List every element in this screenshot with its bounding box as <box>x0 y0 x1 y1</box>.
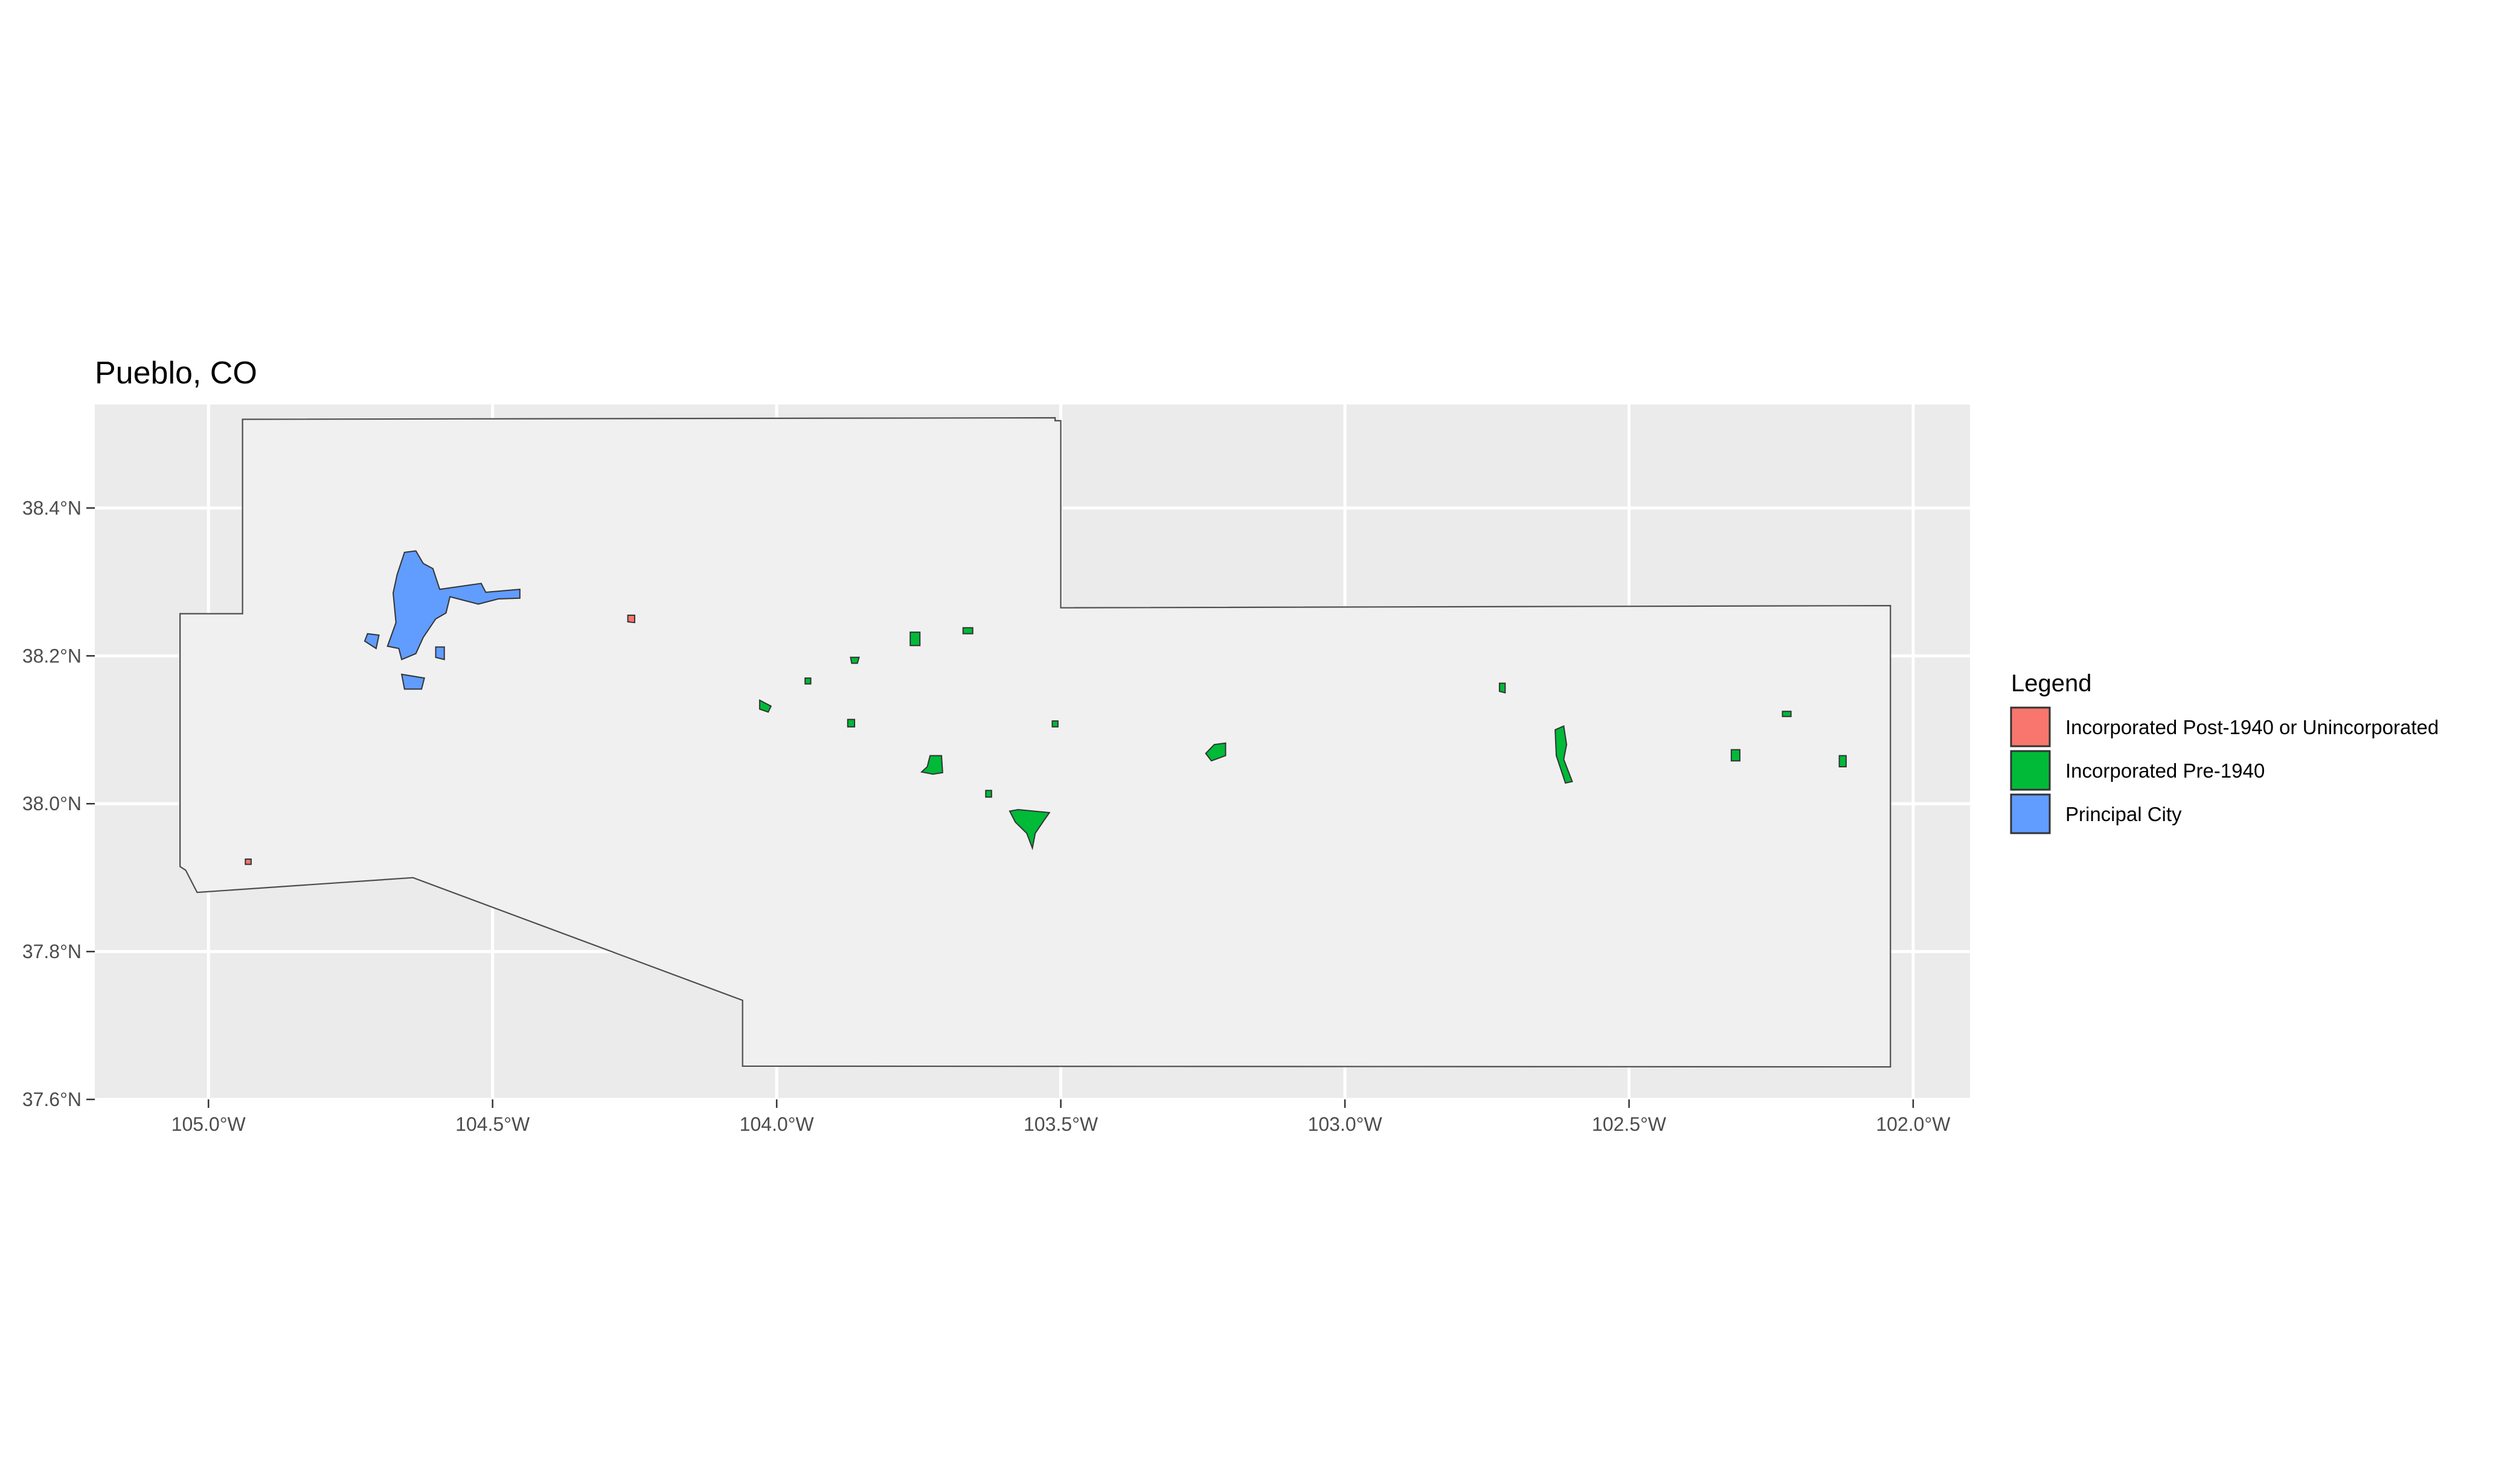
place-polygon-3 <box>435 646 445 660</box>
legend-label-0: Incorporated Post-1940 or Unincorporated <box>2065 716 2439 738</box>
place-polygon-21 <box>1838 755 1847 767</box>
x-tick-label-5: 102.5°W <box>1592 1113 1667 1135</box>
place-polygon-0 <box>387 550 521 660</box>
place-polygon-5 <box>245 859 252 865</box>
y-tick-label-3: 38.2°N <box>22 645 82 667</box>
place-polygon-16 <box>1205 742 1227 762</box>
x-tick-label-1: 104.5°W <box>455 1113 530 1135</box>
place-polygon-15 <box>1009 808 1051 851</box>
place-polygon-12 <box>920 755 943 775</box>
x-tick-label-4: 103.0°W <box>1307 1113 1382 1135</box>
place-polygon-6 <box>759 699 772 713</box>
legend-key-1 <box>2010 750 2051 791</box>
y-tick-label-0: 37.6°N <box>22 1089 82 1110</box>
county-boundary <box>179 417 1891 1068</box>
places-layer <box>245 550 1847 865</box>
legend-key-2 <box>2010 793 2051 834</box>
place-polygon-18 <box>1554 725 1573 784</box>
x-tick-label-0: 105.0°W <box>172 1113 246 1135</box>
place-polygon-20 <box>1782 711 1792 717</box>
place-polygon-9 <box>847 718 855 728</box>
place-polygon-14 <box>1051 720 1059 728</box>
x-tick-label-3: 103.5°W <box>1024 1113 1099 1135</box>
place-polygon-4 <box>627 615 635 624</box>
axes: 105.0°W 104.5°W 104.0°W 103.5°W 103.0°W 102.5… <box>22 497 1951 1135</box>
y-tick-label-1: 37.8°N <box>22 941 82 962</box>
county-boundary-layer <box>179 417 1891 1068</box>
place-polygon-8 <box>850 656 860 664</box>
place-polygon-13 <box>985 790 992 798</box>
y-tick-label-4: 38.4°N <box>22 497 82 519</box>
place-polygon-7 <box>804 677 812 685</box>
place-polygon-19 <box>1730 749 1740 762</box>
x-tick-label-2: 104.0°W <box>740 1113 815 1135</box>
legend-label-1: Incorporated Pre-1940 <box>2065 760 2265 782</box>
place-polygon-10 <box>910 632 921 647</box>
legend-label-2: Principal City <box>2065 803 2182 825</box>
x-tick-label-6: 102.0°W <box>1876 1113 1951 1135</box>
y-tick-label-2: 38.0°N <box>22 793 82 814</box>
place-polygon-2 <box>400 673 425 690</box>
place-polygon-1 <box>364 633 380 650</box>
place-polygon-17 <box>1498 682 1506 694</box>
chart-title: Pueblo, CO <box>95 356 257 391</box>
place-polygon-11 <box>962 627 974 635</box>
legend-key-0 <box>2010 706 2051 747</box>
legend: Legend Incorporated Post-1940 or Unincor… <box>2010 670 2439 834</box>
legend-title: Legend <box>2011 670 2091 697</box>
